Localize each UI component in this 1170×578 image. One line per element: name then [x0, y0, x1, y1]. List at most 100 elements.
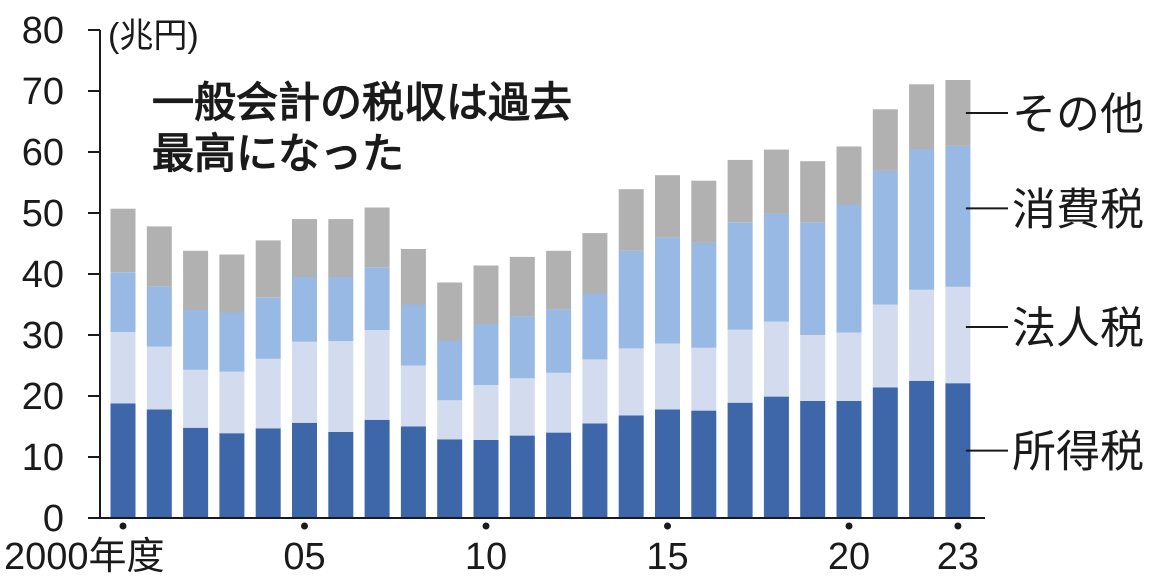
- y-tick-label-20: 20: [22, 376, 64, 418]
- bar-segment-2019-0: [800, 400, 826, 518]
- bar-segment-2020-3: [836, 146, 862, 205]
- bar-segment-2019-2: [800, 222, 826, 335]
- bar-segment-2015-3: [655, 175, 680, 238]
- bar-segment-2022-2: [909, 148, 935, 290]
- bar-segment-2016-0: [691, 410, 717, 518]
- legend-label-法人税: 法人税: [1012, 303, 1144, 354]
- bar-segment-2016-1: [691, 347, 717, 411]
- bar-segment-2023-2: [945, 145, 971, 287]
- bar-segment-2004-1: [255, 358, 281, 429]
- bar-segment-2020-2: [836, 204, 862, 333]
- y-tick-label-10: 10: [22, 437, 64, 479]
- bar-segment-2004-2: [255, 297, 281, 359]
- bar-segment-2009-3: [437, 282, 463, 341]
- bar-segment-2006-3: [328, 219, 354, 277]
- bar-segment-2016-2: [691, 242, 717, 348]
- bar-segment-2005-1: [292, 341, 317, 423]
- bar-segment-2018-1: [763, 321, 789, 397]
- bar-segment-2017-0: [727, 402, 753, 518]
- x-tick-label-10: 10: [465, 536, 507, 578]
- bar-segment-2000-3: [110, 208, 136, 273]
- bar-segment-2004-3: [255, 240, 281, 298]
- x-tick-dot-2000年度: [119, 522, 127, 530]
- bar-segment-2008-1: [400, 365, 426, 427]
- bar-segment-2022-0: [909, 380, 935, 519]
- y-tick-label-60: 60: [22, 132, 64, 174]
- bar-segment-2010-1: [473, 385, 499, 440]
- bar-segment-2007-3: [364, 207, 390, 268]
- bar-segment-2012-2: [546, 309, 572, 373]
- bar-segment-2008-2: [400, 304, 426, 366]
- bar-segment-2020-1: [836, 332, 862, 401]
- bar-segment-2016-3: [691, 180, 717, 243]
- unit-label: (兆円): [108, 17, 199, 55]
- bar-segment-2019-1: [800, 335, 826, 401]
- bar-segment-2001-2: [146, 286, 172, 347]
- y-tick-label-70: 70: [22, 71, 64, 113]
- bar-segment-2002-1: [183, 369, 209, 428]
- bar-segment-2015-0: [655, 409, 680, 518]
- bar-segment-2005-0: [292, 422, 317, 518]
- bar-segment-2014-3: [618, 189, 644, 251]
- bar-segment-2019-3: [800, 161, 826, 223]
- bar-segment-2023-1: [945, 286, 971, 384]
- bar-segment-2012-1: [546, 372, 572, 433]
- bar-segment-2009-1: [437, 400, 463, 440]
- bar-segment-2013-1: [582, 359, 608, 424]
- x-tick-dot-23: [954, 522, 962, 530]
- x-tick-label-23: 23: [937, 536, 979, 578]
- bar-segment-2012-3: [546, 250, 572, 310]
- bar-segment-2001-3: [146, 226, 172, 287]
- x-tick-dot-10: [482, 522, 490, 530]
- bar-segment-2021-0: [872, 387, 898, 518]
- bar-segment-2005-2: [292, 277, 317, 342]
- legend-label-所得税: 所得税: [1012, 427, 1144, 478]
- bar-segment-2006-2: [328, 277, 354, 342]
- bar-segment-2014-2: [618, 250, 644, 349]
- bar-segment-2014-0: [618, 415, 644, 518]
- x-tick-dot-20: [845, 522, 853, 530]
- bar-segment-2003-3: [219, 254, 245, 313]
- y-tick-label-50: 50: [22, 193, 64, 235]
- bar-segment-2004-0: [255, 428, 281, 518]
- bar-segment-2013-3: [582, 233, 608, 294]
- x-tick-dot-15: [664, 522, 671, 530]
- bar-segment-2015-1: [655, 343, 680, 410]
- legend-label-その他: その他: [1012, 89, 1144, 140]
- bar-segment-2015-2: [655, 237, 680, 344]
- bar-segment-2007-2: [364, 267, 390, 331]
- bar-segment-2022-1: [909, 289, 935, 381]
- bar-segment-2005-3: [292, 219, 317, 277]
- bar-segment-2001-0: [146, 409, 172, 518]
- chart-title-line-2: 最高になった: [152, 129, 404, 178]
- legend-label-消費税: 消費税: [1012, 184, 1144, 235]
- bar-segment-2006-0: [328, 432, 354, 518]
- y-tick-label-80: 80: [22, 10, 64, 52]
- bar-segment-2009-2: [437, 340, 463, 401]
- bar-segment-2002-0: [183, 427, 209, 518]
- bar-segment-2003-1: [219, 371, 245, 434]
- bar-segment-2022-3: [909, 84, 935, 149]
- bar-segment-2008-0: [400, 426, 426, 518]
- x-tick-label-05: 05: [283, 536, 325, 578]
- bar-segment-2007-1: [364, 330, 390, 420]
- bar-segment-2018-3: [763, 149, 789, 214]
- bar-segment-2021-3: [872, 109, 898, 171]
- chart-title-line-1: 一般会計の税収は過去: [152, 78, 572, 127]
- bar-segment-2003-2: [219, 312, 245, 372]
- bar-segment-2008-3: [400, 249, 426, 305]
- y-tick-label-0: 0: [43, 498, 64, 540]
- bar-segment-2000-1: [110, 332, 136, 404]
- bar-segment-2013-0: [582, 423, 608, 518]
- bar-segment-2012-0: [546, 432, 572, 518]
- bar-segment-2000-2: [110, 272, 136, 332]
- bar-segment-2011-0: [509, 435, 535, 518]
- bar-segment-2010-0: [473, 439, 499, 518]
- bar-segment-2017-3: [727, 159, 753, 223]
- bar-segment-2018-2: [763, 213, 789, 322]
- x-tick-dot-05: [301, 522, 308, 530]
- bar-segment-2011-3: [509, 256, 535, 317]
- bar-segment-2021-1: [872, 304, 898, 388]
- bar-segment-2010-3: [473, 265, 499, 325]
